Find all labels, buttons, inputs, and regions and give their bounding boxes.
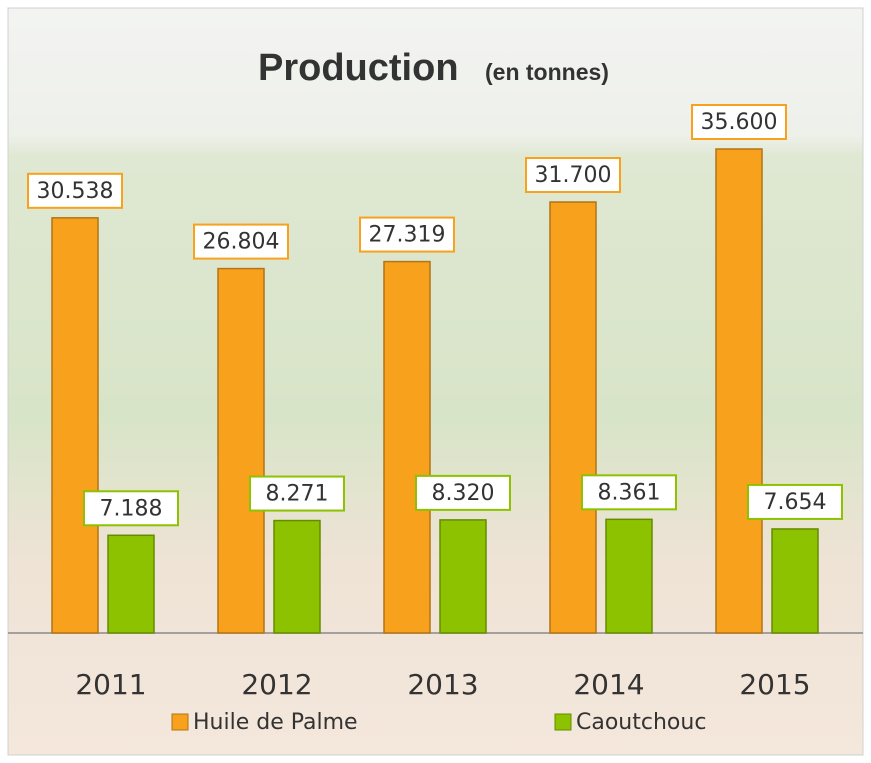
chart-title: Production xyxy=(258,47,459,89)
value-label: 26.804 xyxy=(203,230,280,255)
legend-label: Caoutchouc xyxy=(576,710,706,735)
chart-subtitle: (en tonnes) xyxy=(485,59,609,85)
legend-swatch xyxy=(172,714,188,730)
value-label: 35.600 xyxy=(701,110,778,135)
value-label: 30.538 xyxy=(37,179,114,204)
bar xyxy=(52,218,98,633)
value-label: 7.654 xyxy=(764,490,827,515)
bar xyxy=(384,262,430,633)
x-tick-label: 2013 xyxy=(407,668,478,701)
bar xyxy=(772,529,818,633)
value-label: 27.319 xyxy=(369,223,446,248)
bar xyxy=(440,520,486,633)
page: {"chart_data": {"type": "bar", "title": … xyxy=(0,0,871,763)
value-label: 31.700 xyxy=(535,163,612,188)
x-tick-label: 2011 xyxy=(75,668,146,701)
bar xyxy=(716,149,762,633)
value-label: 7.188 xyxy=(100,496,163,521)
chart: Production (en tonnes) 2011 30.538 7.188 20… xyxy=(0,0,871,763)
legend-swatch xyxy=(555,714,571,730)
value-label: 8.271 xyxy=(266,482,329,507)
value-label: 8.361 xyxy=(598,480,661,505)
x-tick-label: 2014 xyxy=(573,668,644,701)
value-label: 8.320 xyxy=(432,481,495,506)
bar xyxy=(606,519,652,633)
bar xyxy=(218,269,264,633)
bar xyxy=(108,535,154,633)
x-tick-label: 2015 xyxy=(739,668,810,701)
legend-label: Huile de Palme xyxy=(193,710,358,735)
bar xyxy=(274,521,320,633)
bar xyxy=(550,202,596,633)
x-tick-label: 2012 xyxy=(241,668,312,701)
